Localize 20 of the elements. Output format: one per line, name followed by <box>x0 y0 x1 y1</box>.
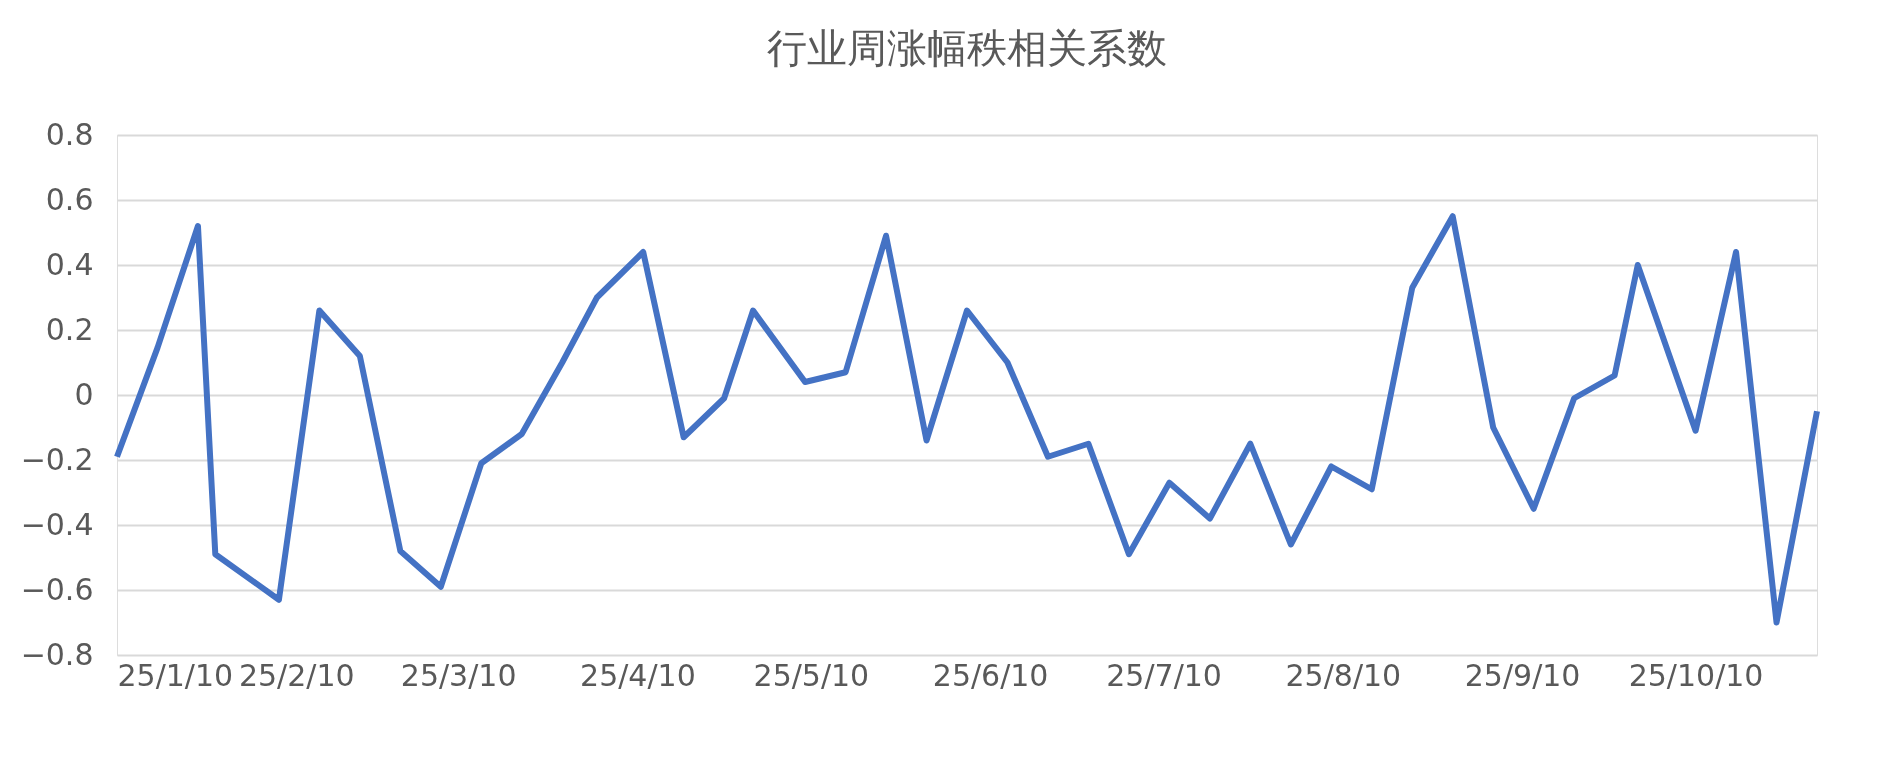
x-tick-label: 25/10/10 <box>1628 657 1764 693</box>
y-tick-label: −0.2 <box>20 441 94 477</box>
y-tick-label: 0.6 <box>45 181 94 217</box>
y-tick-label: −0.4 <box>20 506 94 542</box>
x-tick-label: 25/5/10 <box>753 657 870 693</box>
x-tick-label: 25/3/10 <box>400 657 517 693</box>
y-tick-label: 0.8 <box>45 116 94 152</box>
y-tick-label: 0.2 <box>45 311 94 347</box>
x-tick-label: 25/6/10 <box>932 657 1049 693</box>
x-tick-label: 25/8/10 <box>1285 657 1402 693</box>
y-tick-label: 0 <box>74 376 94 412</box>
chart-title: 行业周涨幅秩相关系数 <box>767 25 1167 71</box>
x-tick-label: 25/7/10 <box>1106 657 1222 693</box>
y-tick-label: 0.4 <box>45 246 94 282</box>
y-tick-label: −0.8 <box>20 636 94 672</box>
x-tick-label: 25/2/10 <box>238 657 355 693</box>
x-tick-label: 25/4/10 <box>580 657 696 693</box>
y-tick-label: −0.6 <box>20 571 94 607</box>
x-tick-label: 25/1/10 <box>117 657 234 693</box>
x-tick-label: 25/9/10 <box>1464 657 1581 693</box>
